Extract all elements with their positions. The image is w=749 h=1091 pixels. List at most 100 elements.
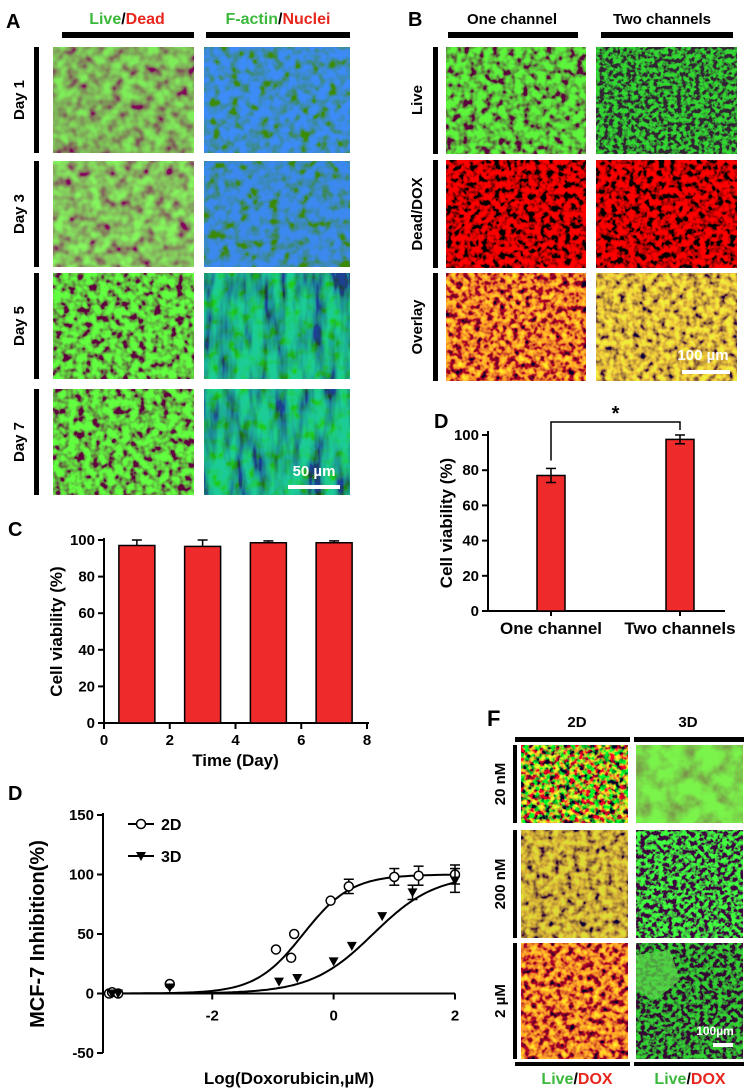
chart-d2-y-tick-label: 0	[86, 986, 94, 1003]
panel-b-image-dead-one	[446, 160, 586, 268]
chart-d2-y-tick-label: 150	[69, 807, 94, 824]
panel-a-image-day5-livedead	[53, 273, 194, 379]
chart-d2-point-3d	[377, 912, 388, 922]
chart-d1-significance-bracket	[550, 421, 681, 461]
panel-a-letter: A	[6, 11, 20, 33]
chart-d2-point-3d	[407, 888, 418, 898]
chart-d2-point-2d	[413, 870, 424, 881]
panel-f-image-3d-2um	[636, 943, 743, 1059]
chart-d1-significance-star: *	[612, 403, 620, 425]
panel-f: F 2D 3D 20 nM 200 nM 2 µM 100µm Live/DOX…	[487, 706, 744, 1088]
chart-d1-bar	[665, 438, 695, 612]
chart-d2-point-3d	[292, 974, 303, 984]
panel-b-col1-header: One channel	[467, 11, 557, 28]
panel-b-row-label-3: Overlay	[409, 299, 426, 355]
chart-c-x-tick-label: 4	[231, 732, 240, 749]
chart-d1-y-tick-label: 20	[462, 568, 479, 585]
chart-d-viability: D 0 20 40 60 80 100 One channel Two channels * Cel…	[434, 403, 736, 638]
chart-c-x-tick-label: 6	[297, 732, 305, 749]
chart-d1-x-tick-label: Two channels	[624, 619, 735, 638]
chart-c-bar	[249, 541, 288, 724]
chart-d2-x-label: Log(Doxorubicin,µM)	[204, 1069, 374, 1088]
chart-c-x-tick-label: 0	[100, 732, 108, 749]
chart-c-x-label: Time (Day)	[192, 751, 279, 770]
panel-f-footer-bar-2	[634, 1062, 744, 1066]
chart-d2-y-tick-label: 50	[77, 926, 94, 943]
panel-b-col1-bar	[448, 32, 578, 38]
panel-f-col1-header: 2D	[567, 714, 586, 731]
chart-d2-y-label: MCF-7 Inhibition(%)	[27, 840, 49, 1028]
panel-f-row-label-3: 2 µM	[492, 984, 509, 1018]
chart-d1-y-label: Cell viability (%)	[437, 458, 456, 588]
chart-c-x-tick-label: 8	[363, 732, 371, 749]
panel-a-col2-bar	[206, 32, 350, 38]
chart-d2-fit-curve-3d	[103, 881, 456, 995]
panel-b-image-live-two	[596, 47, 737, 154]
chart-c-bar	[315, 541, 353, 724]
panel-f-col1-bar	[515, 737, 630, 742]
panel-a-row-bar-2	[34, 161, 39, 267]
panel-f-letter: F	[487, 706, 500, 731]
panel-f-row-label-2: 200 nM	[492, 859, 509, 910]
chart-d2-point-3d	[346, 941, 357, 951]
chart-c-y-tick-label: 40	[78, 642, 95, 659]
chart-d2-legend-label: 3D	[161, 849, 181, 866]
chart-d2-x-tick-label: 0	[329, 1008, 337, 1025]
panel-f-footer-bar-1	[515, 1062, 630, 1066]
panel-f-image-2d-20nm	[521, 745, 628, 823]
panel-b-row-bar-3	[433, 273, 438, 381]
panel-b-row-bar-2	[433, 160, 438, 268]
chart-d2-point-3d	[113, 989, 124, 999]
chart-d2-legend-marker-2d	[135, 818, 147, 830]
chart-c-x-tick-label: 2	[166, 732, 174, 749]
chart-d2-legend-label: 2D	[161, 817, 181, 834]
chart-c-y-tick-label: 60	[78, 605, 95, 622]
panel-f-image-2d-2um	[521, 943, 628, 1059]
chart-d1-x-tick-label: One channel	[500, 619, 602, 638]
panel-b-scale-label: 100 µm	[677, 347, 728, 364]
chart-d1-y-tick-label: 40	[462, 533, 479, 550]
chart-c-letter: C	[8, 519, 22, 541]
panel-f-footer-label-1: Live/DOX	[541, 1071, 612, 1088]
panel-b-col2-bar	[601, 32, 733, 38]
panel-b-image-overlay-two	[596, 273, 737, 381]
panel-a-image-day7-factin	[204, 389, 350, 495]
panel-b-col2-header: Two channels	[613, 11, 711, 28]
chart-d2-point-2d	[270, 944, 282, 955]
chart-d-inhibition: D -50 0 50 100 150 -2 0 2 2D 3D Log(Doxorubicin,µM)…	[8, 783, 461, 1088]
panel-b-image-dead-two	[596, 160, 737, 268]
chart-d2-point-3d	[450, 876, 460, 886]
panel-a-row-bar-3	[34, 273, 39, 379]
panel-b-letter: B	[408, 9, 422, 31]
chart-c-y-tick-label: 100	[70, 532, 95, 549]
chart-d1-y-tick-label: 100	[454, 427, 479, 444]
chart-d1-bar	[536, 474, 566, 612]
panel-a-image-day1-livedead	[53, 47, 194, 153]
chart-c-bar	[118, 544, 156, 724]
panel-a-image-day3-livedead	[53, 161, 194, 267]
panel-b-row-bar-1	[433, 47, 438, 154]
chart-d2-point-3d	[274, 977, 284, 987]
panel-a-row-label-2: Day 3	[11, 194, 28, 234]
panel-a-row-label-4: Day 7	[11, 422, 28, 462]
panel-b-scale-bar	[682, 370, 730, 374]
chart-d2-point-2d	[343, 881, 355, 892]
panel-f-image-3d-200nm	[636, 830, 743, 938]
chart-d1-letter: D	[434, 411, 448, 433]
panel-a-scale-label: 50 µm	[293, 463, 336, 480]
chart-d2-point-2d	[325, 895, 336, 906]
panel-a-col1-bar	[62, 32, 194, 38]
panel-f-footer-label-2: Live/DOX	[654, 1071, 725, 1088]
panel-a-scale-bar	[288, 485, 340, 489]
panel-a-row-label-1: Day 1	[11, 80, 28, 120]
panel-f-row-bar-3	[513, 943, 517, 1059]
panel-f-row-bar-1	[513, 745, 517, 823]
panel-b: B One channel Two channels Live Dead/DOX…	[408, 9, 737, 381]
panel-a-row-bar-1	[34, 47, 39, 153]
panel-a-col1-header: Live/Dead	[89, 11, 165, 28]
panel-b-image-live-one	[446, 47, 586, 154]
chart-d1-y-tick-label: 60	[462, 497, 479, 514]
chart-d2-letter: D	[8, 783, 22, 805]
panel-a-image-day7-livedead	[53, 389, 194, 495]
